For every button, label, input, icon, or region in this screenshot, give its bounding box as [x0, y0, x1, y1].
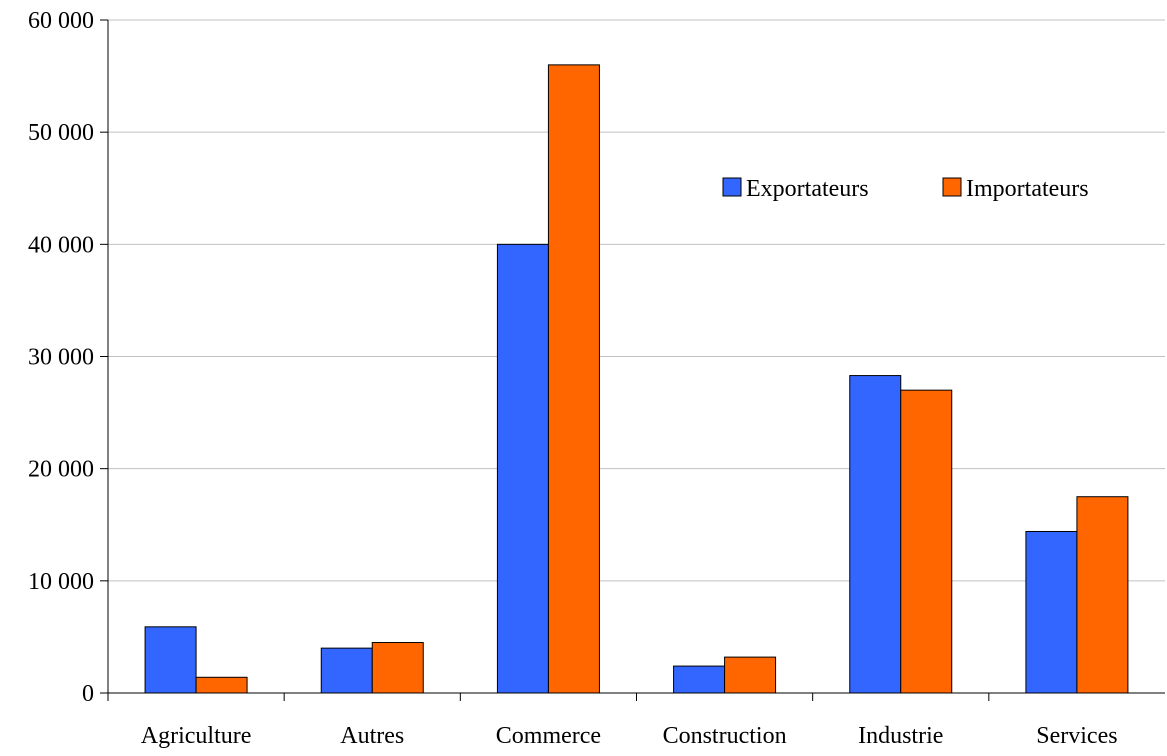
bar-exportateurs-services [1025, 530, 1078, 694]
bar-importateurs-autres [371, 642, 424, 694]
bar-importateurs-services [1076, 496, 1129, 694]
gridlines [108, 19, 1165, 582]
bar-importateurs-construction [724, 656, 777, 694]
bar-importateurs-industrie [900, 389, 953, 694]
x-tick-label: Commerce [496, 723, 601, 749]
bar-exportateurs-industrie [849, 375, 902, 694]
bar-exportateurs-agriculture [144, 626, 197, 694]
legend-label-importateurs: Importateurs [966, 176, 1089, 202]
x-tick-label: Agriculture [141, 723, 252, 749]
x-tick-label: Autres [340, 723, 404, 749]
x-tick-label: Construction [663, 723, 787, 749]
bar-exportateurs-commerce [496, 243, 549, 694]
bars [144, 64, 1129, 694]
y-tick-label: 0 [82, 681, 94, 707]
y-tick-label: 30 000 [28, 345, 94, 371]
legend-swatch-importateurs [942, 177, 962, 197]
y-tick-label: 20 000 [28, 457, 94, 483]
bar-importateurs-agriculture [195, 676, 248, 694]
legend: Exportateurs Importateurs [722, 176, 1089, 202]
y-tick-label: 50 000 [28, 120, 94, 146]
y-tick-label: 40 000 [28, 232, 94, 258]
legend-swatch-exportateurs [722, 177, 742, 197]
x-tick-label: Industrie [858, 723, 943, 749]
bar-exportateurs-autres [320, 647, 373, 694]
y-tick-label: 60 000 [28, 8, 94, 34]
axes: 0 10 000 20 000 30 000 40 000 50 000 60 000 Agr… [28, 8, 1165, 749]
y-tick-label: 10 000 [28, 569, 94, 595]
legend-label-exportateurs: Exportateurs [746, 176, 869, 202]
x-tick-label: Services [1036, 723, 1117, 749]
bar-exportateurs-construction [673, 665, 726, 694]
bar-importateurs-commerce [547, 64, 600, 694]
